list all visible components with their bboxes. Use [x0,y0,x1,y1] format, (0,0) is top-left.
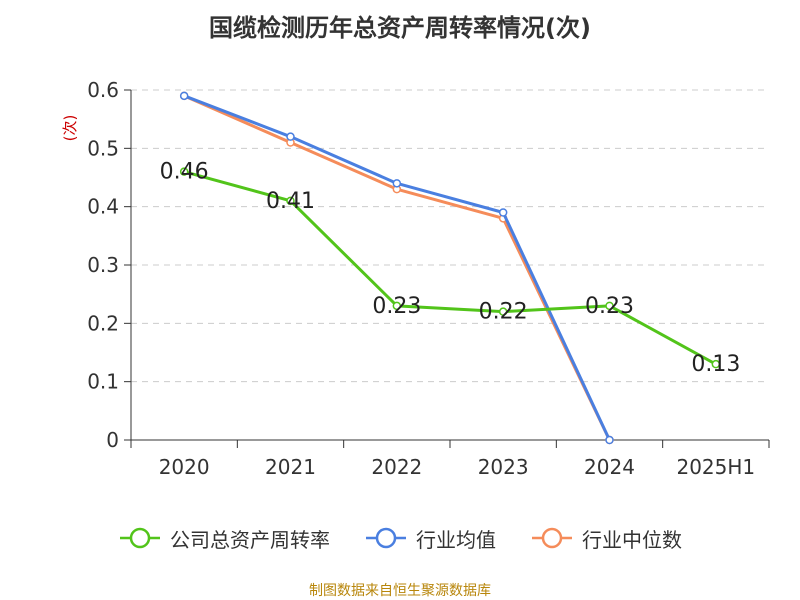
chart-title: 国缆检测历年总资产周转率情况(次) [209,14,591,42]
data-label: 0.23 [585,294,634,319]
series-line [183,170,717,366]
legend: 公司总资产周转率 行业均值 行业中位数 [0,520,800,556]
legend-marker-company [120,527,160,549]
x-tick-label: 2022 [371,455,422,479]
data-label: 0.23 [372,294,421,319]
series-line [183,94,611,441]
y-tick-label: 0.1 [87,370,119,394]
y-axis-label: (次) [61,115,79,142]
data-point [286,132,295,141]
data-point [179,91,189,101]
legend-marker-industry-average [366,527,406,549]
data-point [179,167,189,176]
y-tick-label: 0.5 [87,136,119,160]
legend-item-industry-average[interactable]: 行业均值 [364,524,496,553]
y-tick-label: 0.4 [87,195,119,219]
x-tick-label: 2024 [584,455,635,479]
y-tick-label: 0.3 [87,253,119,277]
legend-label-company: 公司总资产周转率 [170,527,330,552]
data-point [392,301,402,311]
data-source-note: 制图数据来自恒生聚源数据库 [309,583,491,599]
series-line [183,94,611,441]
data-label: 0.41 [266,189,315,214]
data-point [498,208,508,217]
y-tick-label: 0 [106,428,119,452]
legend-item-industry-median[interactable]: 行业中位数 [530,524,682,553]
x-tick-label: 2021 [265,455,316,479]
data-label: 0.46 [160,160,209,185]
legend-marker-industry-median [532,527,572,549]
x-tick-label: 2023 [478,455,529,479]
legend-label-industry-average: 行业均值 [416,527,496,552]
x-tick-label: 2020 [159,455,210,479]
data-label: 0.22 [479,300,528,325]
legend-label-industry-median: 行业中位数 [582,527,682,552]
data-point [392,179,402,188]
data-point [286,196,295,206]
y-tick-label: 0.2 [87,311,119,335]
x-tick-label: 2025H1 [676,455,755,479]
data-point [498,307,508,316]
legend-item-company[interactable]: 公司总资产周转率 [118,524,330,553]
data-point [711,359,721,369]
y-tick-label: 0.6 [87,78,119,102]
data-point [605,435,614,445]
data-point [605,301,614,311]
data-label: 0.13 [691,352,740,377]
